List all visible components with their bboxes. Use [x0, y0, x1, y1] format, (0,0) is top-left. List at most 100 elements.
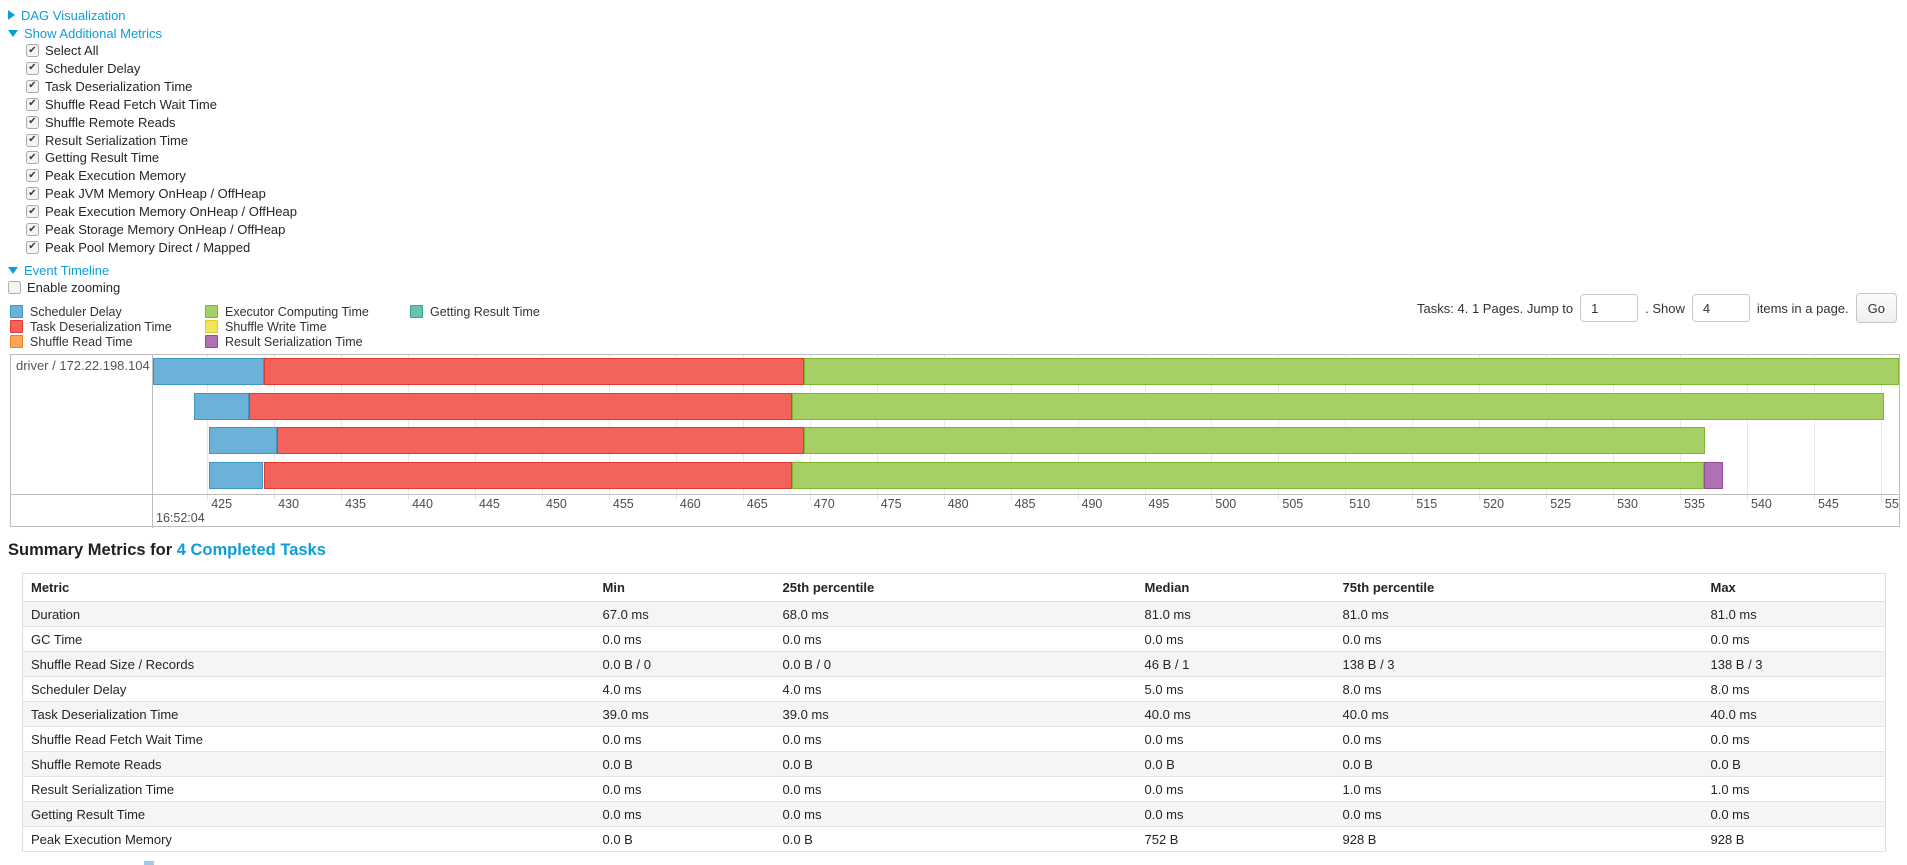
metric-checkbox[interactable]: ✔ — [26, 223, 39, 236]
timeline-bar-executor-computing[interactable] — [792, 462, 1705, 489]
timeline-tick — [1345, 495, 1347, 500]
metric-checkbox-label: Select All — [45, 43, 99, 58]
table-row: Peak Execution Memory 0.0 B 0.0 B 752 B 928 … — [22, 826, 1886, 852]
timeline-gridline — [1211, 355, 1213, 494]
timeline-tick-label: 510 — [1349, 497, 1371, 511]
metric-value-cell: 67.0 ms — [594, 601, 775, 627]
legend-swatch-icon — [10, 305, 23, 318]
timeline-bar-task-deserialization[interactable] — [276, 427, 805, 454]
timeline-tick-label: 450 — [546, 497, 567, 511]
timeline-bar-executor-computing[interactable] — [804, 358, 1899, 385]
metric-value-cell: 39.0 ms — [594, 701, 775, 727]
show-additional-metrics-toggle[interactable]: Show Additional Metrics — [8, 25, 162, 41]
timeline-tick — [1144, 495, 1146, 500]
metric-checkbox[interactable]: ✔ — [26, 44, 39, 57]
timeline-tick-label: 470 — [813, 497, 835, 511]
timeline-gridline — [1479, 355, 1481, 494]
timeline-bar-scheduler-delay[interactable] — [193, 393, 249, 420]
chevron-down-icon — [8, 29, 18, 37]
metric-checkbox[interactable]: ✔ — [26, 205, 39, 219]
metric-checkbox[interactable]: ✔ — [26, 115, 39, 129]
go-button[interactable]: Go — [1855, 293, 1897, 323]
metric-value-cell: 0.0 ms — [1702, 726, 1886, 752]
timeline-bar-task-deserialization[interactable] — [248, 393, 793, 420]
timeline-tick — [742, 495, 744, 500]
metric-value-cell: 138 B / 3 — [1702, 651, 1886, 677]
event-timeline-toggle[interactable]: Event Timeline — [8, 262, 109, 278]
table-header-cell: 25th percentile — [774, 573, 1137, 602]
metric-checkbox-row: ✔ Shuffle Read Fetch Wait Time — [26, 97, 217, 112]
timeline-tick — [1546, 495, 1548, 500]
metric-value-cell: 8.0 ms — [1702, 676, 1886, 702]
timeline-gridline — [1278, 355, 1280, 494]
timeline-tick-label: 485 — [1014, 497, 1036, 511]
timeline-bar-task-deserialization[interactable] — [263, 358, 805, 385]
metric-value-cell: 81.0 ms — [1334, 601, 1703, 627]
timeline-bar-executor-computing[interactable] — [804, 427, 1706, 454]
timeline-bar-task-deserialization[interactable] — [263, 462, 793, 489]
show-additional-metrics-link[interactable]: Show Additional Metrics — [24, 25, 163, 41]
metric-value-cell: 8.0 ms — [1334, 676, 1703, 702]
metric-checkbox-row: ✔ Peak Execution Memory — [26, 168, 186, 183]
metric-value-cell: 4.0 ms — [594, 676, 775, 702]
timeline-bar-executor-computing[interactable] — [792, 393, 1885, 420]
metric-checkbox-row: ✔ Task Deserialization Time — [26, 79, 192, 94]
table-row: Result Serialization Time 0.0 ms 0.0 ms 0.0… — [22, 776, 1886, 802]
dag-visualization-link[interactable]: DAG Visualization — [21, 7, 126, 23]
metric-name-cell: Shuffle Read Fetch Wait Time — [22, 726, 595, 752]
timeline-bar-scheduler-delay[interactable] — [208, 462, 264, 489]
metric-checkbox-row: ✔ Shuffle Remote Reads — [26, 115, 176, 130]
metric-value-cell: 0.0 ms — [1702, 801, 1886, 827]
metric-value-cell: 0.0 ms — [1334, 801, 1703, 827]
timeline-bar-scheduler-delay[interactable] — [153, 358, 264, 385]
timeline-bar-result-serialization[interactable] — [1704, 462, 1723, 489]
items-per-page-input[interactable] — [1691, 294, 1750, 322]
timeline-tick — [341, 495, 343, 500]
timeline-tick-label: 460 — [679, 497, 701, 511]
enable-zooming-checkbox[interactable] — [8, 281, 21, 294]
table-header-cell: Median — [1136, 573, 1335, 602]
timeline-plot-area[interactable] — [153, 355, 1899, 494]
metric-checkbox[interactable]: ✔ — [26, 97, 39, 111]
metric-value-cell: 46 B / 1 — [1136, 651, 1335, 677]
timeline-gridline — [943, 355, 945, 494]
table-row: GC Time 0.0 ms 0.0 ms 0.0 ms 0.0 ms 0.0 ms — [22, 626, 1886, 652]
metric-checkbox-row: ✔ Peak Execution Memory OnHeap / OffHeap — [26, 204, 297, 219]
timeline-tick-label: 465 — [746, 497, 768, 511]
metric-checkbox[interactable]: ✔ — [26, 79, 39, 93]
metric-checkbox[interactable]: ✔ — [26, 61, 39, 75]
timeline-gridline — [542, 355, 543, 494]
table-header-row: Metric Min 25th percentile Median 75th perce… — [22, 573, 1886, 602]
event-timeline-link[interactable]: Event Timeline — [24, 262, 110, 278]
metric-checkbox[interactable]: ✔ — [26, 240, 39, 254]
metric-checkbox[interactable]: ✔ — [26, 151, 39, 165]
metric-value-cell: 0.0 B — [774, 826, 1137, 852]
timeline-tick-label: 540 — [1751, 497, 1772, 511]
metric-value-cell: 0.0 B — [774, 751, 1137, 777]
timeline-tick-label: 495 — [1148, 497, 1170, 511]
legend-label: Getting Result Time — [430, 304, 540, 319]
metric-value-cell: 40.0 ms — [1136, 701, 1335, 727]
legend-item: Executor Computing Time — [205, 305, 397, 319]
metric-value-cell: 0.0 ms — [1334, 626, 1703, 652]
legend-swatch-icon — [410, 305, 423, 318]
jump-to-page-input[interactable] — [1580, 294, 1639, 322]
event-timeline-chart: driver / 172.22.198.104 16:52:04 425 430 4… — [10, 354, 1900, 528]
timeline-axis-major-label: 16:52:04 — [156, 511, 205, 525]
metric-checkbox[interactable]: ✔ — [26, 187, 39, 201]
metric-value-cell: 0.0 ms — [594, 801, 775, 827]
timeline-bar-scheduler-delay[interactable] — [208, 427, 277, 454]
metric-checkbox[interactable]: ✔ — [26, 133, 39, 147]
metric-checkbox-row: ✔ Getting Result Time — [26, 150, 159, 165]
timeline-gridline — [274, 355, 276, 494]
timeline-tick — [1479, 495, 1481, 500]
metric-checkbox[interactable]: ✔ — [26, 169, 39, 183]
completed-tasks-link[interactable]: 4 Completed Tasks — [176, 541, 326, 559]
timeline-gridline — [1345, 355, 1347, 494]
legend-swatch-icon — [205, 320, 218, 333]
summary-heading-text: Summary Metrics for — [8, 541, 177, 559]
metric-checkbox-label: Peak Execution Memory OnHeap / OffHeap — [45, 204, 297, 220]
timeline-gridline — [341, 355, 343, 494]
pagination-items-text: items in a page. — [1756, 300, 1849, 316]
dag-visualization-toggle[interactable]: DAG Visualization — [8, 7, 126, 23]
